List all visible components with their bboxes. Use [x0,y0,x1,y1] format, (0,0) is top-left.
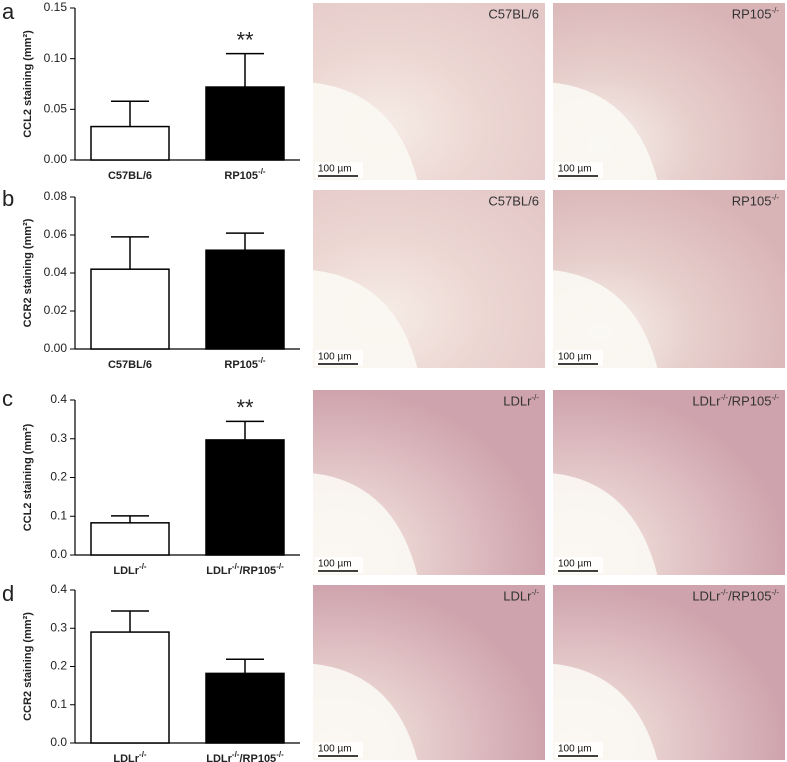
image-label: LDLr-/- [503,588,539,604]
scale-box [555,557,603,573]
y-tick-label: 0.3 [50,620,67,634]
y-tick-label: 0.06 [44,227,68,241]
significance: ** [236,27,254,52]
scale-label: 100 µm [558,352,592,363]
y-tick-label: 0.2 [50,659,67,673]
scale-label: 100 µm [558,744,592,755]
scale-box [315,162,363,178]
x-tick-label: RP105-/- [224,167,266,182]
y-tick-label: 0.10 [44,51,68,65]
y-axis-label: CCL2 staining (mm²) [22,30,34,138]
image-label: C57BL/6 [488,193,539,208]
vessel-lumen [313,270,418,368]
scale-label: 100 µm [558,559,592,570]
scale-box [315,557,363,573]
y-tick-label: 0.0 [50,735,67,749]
y-tick-label: 0.1 [50,697,67,711]
y-tick-label: 0.3 [50,431,67,445]
image-label: RP105-/- [732,6,780,22]
scale-label: 100 µm [318,559,352,570]
panel-letter: c [2,386,13,411]
bar [90,631,170,744]
x-tick-label: LDLr-/-/RP105-/- [206,562,284,577]
panel-letter: d [2,581,14,606]
bar [205,439,285,556]
scale-label: 100 µm [318,352,352,363]
scale-box [555,742,603,758]
y-tick-label: 0.00 [44,341,68,355]
vessel-lumen [313,82,418,180]
y-axis-label: CCR2 staining (mm²) [22,612,34,721]
x-tick-label: LDLr-/-/RP105-/- [206,750,284,762]
y-axis-label: CCR2 staining (mm²) [22,218,34,327]
vessel-lumen [553,663,658,760]
panel-letter: b [2,186,14,211]
y-tick-label: 0.4 [50,582,67,596]
scale-box [315,742,363,758]
vessel-lumen [553,270,658,368]
scale-box [315,350,363,366]
y-tick-label: 0.4 [50,392,67,406]
scale-box [555,162,603,178]
vessel-lumen [313,473,418,575]
vessel-lumen [553,473,658,575]
scale-label: 100 µm [318,744,352,755]
image-label: C57BL/6 [488,6,539,21]
y-tick-label: 0.04 [44,265,68,279]
bar [205,86,285,161]
scale-box [555,350,603,366]
bar [90,522,170,556]
y-tick-label: 0.02 [44,303,68,317]
significance: ** [236,395,254,420]
y-tick-label: 0.2 [50,470,67,484]
y-tick-label: 0.08 [44,189,68,203]
scale-label: 100 µm [558,164,592,175]
image-label: LDLr-/- [503,393,539,409]
x-tick-label: C57BL/6 [108,170,152,182]
bar [205,249,285,350]
vessel-lumen [553,82,658,180]
y-tick-label: 0.00 [44,152,68,166]
y-tick-label: 0.0 [50,547,67,561]
y-tick-label: 0.1 [50,508,67,522]
x-tick-label: C57BL/6 [108,359,152,371]
image-label: LDLr-/-/RP105-/- [692,393,779,409]
bar [90,125,170,161]
x-tick-label: LDLr-/- [113,562,147,577]
image-label: LDLr-/-/RP105-/- [692,588,779,604]
y-tick-label: 0.05 [44,102,68,116]
scale-label: 100 µm [318,164,352,175]
panel-letter: a [2,0,15,24]
y-axis-label: CCL2 staining (mm²) [22,423,34,531]
x-tick-label: LDLr-/- [113,750,147,762]
bar [205,672,285,744]
x-tick-label: RP105-/- [224,356,266,371]
image-label: RP105-/- [732,193,780,209]
bar [90,268,170,350]
vessel-lumen [313,663,418,760]
y-tick-label: 0.15 [44,0,68,14]
